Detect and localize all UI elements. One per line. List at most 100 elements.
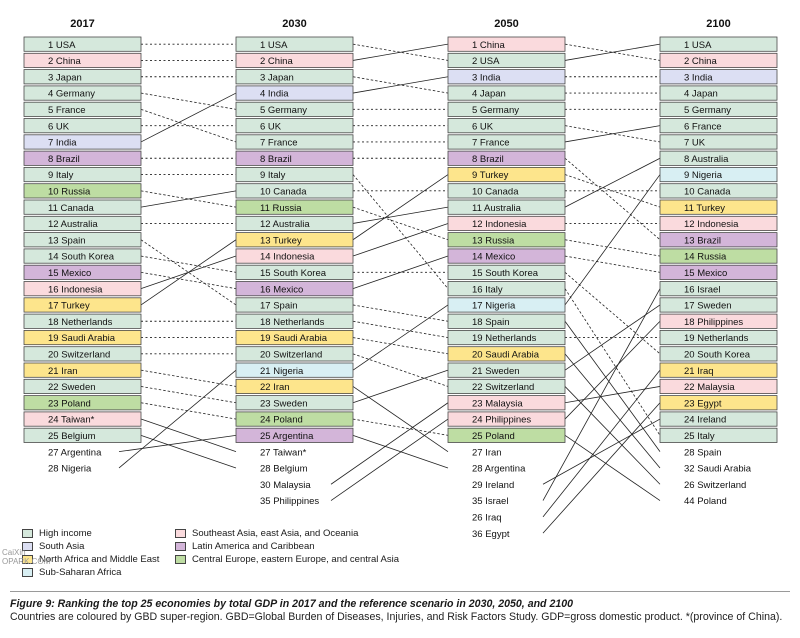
rank-label: 4 Germany xyxy=(48,89,95,100)
legend-item-latin-america: Latin America and Caribbean xyxy=(175,540,315,552)
rank-label: 26 Iraq xyxy=(472,512,502,523)
rank-box xyxy=(659,346,778,362)
connector-saudi-arabia xyxy=(564,353,661,469)
rank-label: 25 Argentina xyxy=(260,431,314,442)
rank-row-sweden: 21 Sweden xyxy=(447,362,566,378)
rank-box xyxy=(235,264,354,280)
legend: High income South Asia North Africa and … xyxy=(22,527,582,578)
rank-row-poland: 24 Poland xyxy=(235,411,354,427)
connector-poland xyxy=(564,435,661,501)
rank-row-italy: 9 Italy xyxy=(235,166,354,183)
rank-row-nigeria: 21 Nigeria xyxy=(235,362,354,378)
figure-caption: Figure 9: Ranking the top 25 economies b… xyxy=(10,598,795,624)
rank-label: 9 Nigeria xyxy=(684,170,723,181)
rank-label: 29 Ireland xyxy=(472,480,514,491)
rank-row-sweden: 22 Sweden xyxy=(23,378,142,394)
rank-box xyxy=(659,297,778,313)
rank-row-sweden: 23 Sweden xyxy=(235,395,354,411)
rank-label: 12 Australia xyxy=(260,219,310,230)
rank-row-japan: 4 Japan xyxy=(447,85,566,101)
caption-divider xyxy=(10,591,790,592)
rank-box xyxy=(23,411,142,427)
rank-row-iran: 22 Iran xyxy=(235,378,354,394)
rank-label: 30 Malaysia xyxy=(260,480,311,491)
rank-label: 24 Taiwan* xyxy=(48,415,95,426)
rank-row-russia: 13 Russia xyxy=(447,232,566,248)
rank-label: 15 South Korea xyxy=(260,268,327,279)
rank-box xyxy=(235,101,354,117)
rank-label: 2 China xyxy=(684,56,717,67)
rank-label: 19 Netherlands xyxy=(684,333,749,344)
rank-box xyxy=(659,281,778,297)
connector-south-korea xyxy=(564,272,661,355)
rank-box xyxy=(23,134,142,150)
connector-france xyxy=(564,125,661,143)
rank-columns: 2017 1 USA 2 China 3 Japan 4 Germany 5 France… xyxy=(23,18,778,540)
rank-box xyxy=(659,232,778,248)
rank-row-egypt: 36 Egypt xyxy=(472,529,510,540)
rank-row-canada: 10 Canada xyxy=(447,183,566,199)
rank-box xyxy=(23,215,142,232)
rank-row-france: 7 France xyxy=(235,134,354,150)
rank-row-taiwan: 24 Taiwan* xyxy=(23,411,142,427)
rank-row-usa: 2 USA xyxy=(447,52,566,68)
rank-row-germany: 5 Germany xyxy=(659,101,778,117)
rank-label: 3 India xyxy=(684,72,713,83)
connector-australia xyxy=(352,206,449,224)
connector-india xyxy=(140,92,237,143)
rank-row-ireland: 29 Ireland xyxy=(472,480,514,491)
rank-box xyxy=(447,85,566,101)
rank-box xyxy=(659,69,778,85)
rank-row-mexico: 16 Mexico xyxy=(235,281,354,297)
rank-label: 22 Switzerland xyxy=(472,382,534,393)
rank-row-china: 2 China xyxy=(659,52,778,68)
rank-row-nigeria: 28 Nigeria xyxy=(48,464,92,475)
rank-row-saudi-arabia: 19 Saudi Arabia xyxy=(235,329,354,346)
connector-spain xyxy=(564,321,661,452)
rank-box xyxy=(23,183,142,199)
rank-row-mexico: 15 Mexico xyxy=(23,264,142,280)
rank-label: 2 China xyxy=(260,56,293,67)
rank-row-brazil: 8 Brazil xyxy=(23,150,142,166)
connector-saudi-arabia xyxy=(352,337,449,355)
rank-box xyxy=(447,411,566,427)
rank-box xyxy=(447,101,566,117)
rank-box xyxy=(23,427,142,443)
rank-row-netherlands: 18 Netherlands xyxy=(235,313,354,329)
connector-mexico xyxy=(564,255,661,273)
connector-switzerland xyxy=(352,353,449,387)
rank-box xyxy=(23,118,142,134)
rank-row-philippines: 18 Philippines xyxy=(659,313,778,329)
rank-row-poland: 23 Poland xyxy=(23,395,142,411)
rank-label: 19 Saudi Arabia xyxy=(48,333,116,344)
rank-row-nigeria: 9 Nigeria xyxy=(659,166,778,183)
connector-malaysia xyxy=(564,386,661,404)
rank-row-sweden: 17 Sweden xyxy=(659,297,778,313)
connector-india xyxy=(352,76,449,94)
rank-label: 4 Japan xyxy=(684,89,718,100)
rank-row-south-korea: 20 South Korea xyxy=(659,346,778,362)
legend-item-central-europe: Central Europe, eastern Europe, and cent… xyxy=(175,553,399,565)
column-2017: 2017 1 USA 2 China 3 Japan 4 Germany 5 France… xyxy=(23,18,142,475)
rank-row-poland: 44 Poland xyxy=(684,496,727,507)
rank-label: 8 Australia xyxy=(684,154,729,165)
rank-label: 10 Canada xyxy=(260,186,307,197)
rank-box xyxy=(659,378,778,394)
legend-label: Central Europe, eastern Europe, and cent… xyxy=(192,553,400,565)
rank-label: 7 France xyxy=(472,138,510,149)
rank-label: 23 Sweden xyxy=(260,398,308,409)
rank-label: 23 Poland xyxy=(48,398,91,409)
rank-label: 12 Indonesia xyxy=(684,219,739,230)
rank-label: 24 Poland xyxy=(260,415,303,426)
rank-box xyxy=(447,166,566,183)
rank-box xyxy=(659,427,778,443)
rank-label: 11 Canada xyxy=(48,203,94,214)
rank-label: 22 Sweden xyxy=(48,382,96,393)
column-2050: 2050 1 China 2 USA 3 India 4 Japan 5 Germany 6… xyxy=(447,18,566,540)
rank-label: 28 Belgium xyxy=(260,464,308,475)
rank-label: 21 Nigeria xyxy=(260,366,304,377)
rank-label: 15 Mexico xyxy=(684,268,727,279)
connector-sweden xyxy=(352,369,449,404)
rank-row-japan: 3 Japan xyxy=(235,69,354,85)
rank-row-canada: 10 Canada xyxy=(659,183,778,199)
